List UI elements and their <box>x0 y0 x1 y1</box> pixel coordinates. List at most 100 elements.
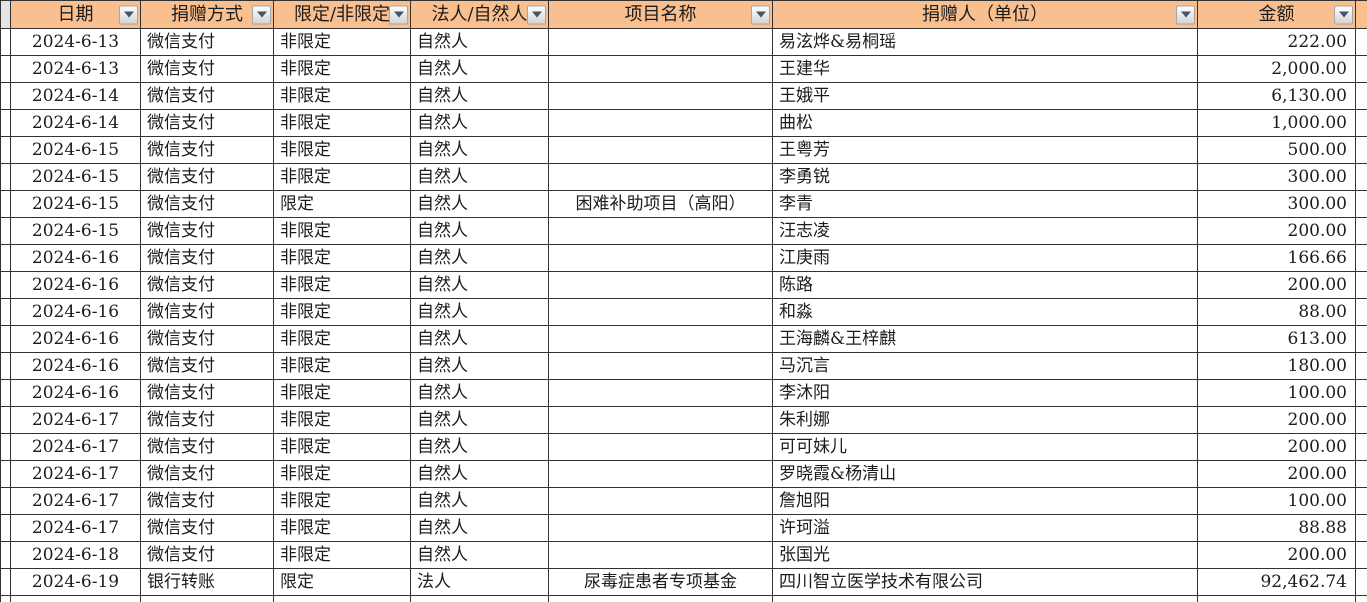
cell-scope[interactable]: 非限定 <box>273 406 411 434</box>
cell-method[interactable]: 微信支付 <box>140 298 274 326</box>
filter-dropdown-button[interactable] <box>751 5 770 24</box>
cell-donor[interactable] <box>772 595 1198 602</box>
cell-date[interactable]: 2024-6-17 <box>10 433 141 461</box>
cell-donor[interactable]: 马沉言 <box>772 352 1198 380</box>
cell-amount[interactable]: 200.00 <box>1197 271 1356 299</box>
cell-party[interactable]: 自然人 <box>410 136 549 164</box>
cell-right-sliver[interactable] <box>1355 406 1367 434</box>
cell-amount[interactable] <box>1197 595 1356 602</box>
cell-date[interactable]: 2024-6-16 <box>10 244 141 272</box>
cell-method[interactable]: 微信支付 <box>140 433 274 461</box>
cell-donor[interactable]: 张国光 <box>772 541 1198 569</box>
cell-date[interactable]: 2024-6-15 <box>10 163 141 191</box>
cell-scope[interactable]: 非限定 <box>273 82 411 110</box>
cell-party[interactable]: 自然人 <box>410 433 549 461</box>
cell-scope[interactable]: 非限定 <box>273 514 411 542</box>
cell-amount[interactable]: 200.00 <box>1197 460 1356 488</box>
cell-date[interactable]: 2024-6-17 <box>10 514 141 542</box>
cell-scope[interactable]: 非限定 <box>273 109 411 137</box>
cell-right-sliver[interactable] <box>1355 487 1367 515</box>
cell-amount[interactable]: 200.00 <box>1197 217 1356 245</box>
cell-party[interactable]: 自然人 <box>410 406 549 434</box>
cell-amount[interactable]: 300.00 <box>1197 163 1356 191</box>
cell-left-sliver[interactable] <box>0 487 11 515</box>
cell-scope[interactable]: 非限定 <box>273 244 411 272</box>
cell-method[interactable]: 微信支付 <box>140 55 274 83</box>
cell-donor[interactable]: 汪志凌 <box>772 217 1198 245</box>
cell-donor[interactable]: 可可妹儿 <box>772 433 1198 461</box>
cell-amount[interactable]: 88.88 <box>1197 514 1356 542</box>
cell-method[interactable]: 微信支付 <box>140 406 274 434</box>
cell-left-sliver[interactable] <box>0 568 11 596</box>
cell-scope[interactable]: 非限定 <box>273 325 411 353</box>
cell-right-sliver[interactable] <box>1355 541 1367 569</box>
cell-amount[interactable]: 180.00 <box>1197 352 1356 380</box>
cell-project[interactable] <box>548 379 773 407</box>
cell-left-sliver[interactable] <box>0 109 11 137</box>
cell-party[interactable]: 自然人 <box>410 190 549 218</box>
cell-date[interactable]: 2024-6-17 <box>10 406 141 434</box>
cell-project[interactable] <box>548 217 773 245</box>
filter-dropdown-button[interactable] <box>527 5 546 24</box>
cell-party[interactable]: 自然人 <box>410 55 549 83</box>
cell-date[interactable]: 2024-6-13 <box>10 55 141 83</box>
cell-right-sliver[interactable] <box>1355 460 1367 488</box>
cell-method[interactable]: 微信支付 <box>140 541 274 569</box>
cell-party[interactable]: 自然人 <box>410 217 549 245</box>
cell-project[interactable] <box>548 244 773 272</box>
cell-party[interactable]: 自然人 <box>410 109 549 137</box>
cell-scope[interactable]: 限定 <box>273 190 411 218</box>
cell-method[interactable]: 微信支付 <box>140 487 274 515</box>
cell-date[interactable]: 2024-6-15 <box>10 136 141 164</box>
cell-project[interactable]: 尿毒症患者专项基金 <box>548 568 773 596</box>
cell-amount[interactable]: 166.66 <box>1197 244 1356 272</box>
cell-left-sliver[interactable] <box>0 82 11 110</box>
cell-amount[interactable]: 92,462.74 <box>1197 568 1356 596</box>
cell-date[interactable]: 2024-6-15 <box>10 190 141 218</box>
cell-amount[interactable]: 200.00 <box>1197 541 1356 569</box>
cell-donor[interactable]: 李沐阳 <box>772 379 1198 407</box>
cell-left-sliver[interactable] <box>0 514 11 542</box>
cell-date[interactable]: 2024-6-15 <box>10 217 141 245</box>
cell-project[interactable] <box>548 136 773 164</box>
cell-method[interactable]: 微信支付 <box>140 136 274 164</box>
cell-amount[interactable]: 300.00 <box>1197 190 1356 218</box>
cell-scope[interactable]: 非限定 <box>273 136 411 164</box>
cell-method[interactable]: 微信支付 <box>140 244 274 272</box>
cell-party[interactable]: 自然人 <box>410 325 549 353</box>
cell-donor[interactable]: 许珂溢 <box>772 514 1198 542</box>
cell-left-sliver[interactable] <box>0 541 11 569</box>
cell-project[interactable] <box>548 352 773 380</box>
cell-donor[interactable]: 罗晓霞&杨清山 <box>772 460 1198 488</box>
cell-scope[interactable]: 非限定 <box>273 163 411 191</box>
cell-amount[interactable]: 1,000.00 <box>1197 109 1356 137</box>
cell-left-sliver[interactable] <box>0 406 11 434</box>
cell-right-sliver[interactable] <box>1355 298 1367 326</box>
cell-donor[interactable]: 詹旭阳 <box>772 487 1198 515</box>
cell-date[interactable]: 2024-6-13 <box>10 28 141 56</box>
cell-project[interactable] <box>548 298 773 326</box>
cell-right-sliver[interactable] <box>1355 217 1367 245</box>
cell-method[interactable]: 微信支付 <box>140 163 274 191</box>
cell-method[interactable]: 微信支付 <box>140 325 274 353</box>
cell-project[interactable] <box>548 541 773 569</box>
cell-right-sliver[interactable] <box>1355 136 1367 164</box>
cell-project[interactable] <box>548 55 773 83</box>
filter-dropdown-button[interactable] <box>1334 5 1353 24</box>
cell-scope[interactable]: 非限定 <box>273 55 411 83</box>
cell-party[interactable]: 自然人 <box>410 541 549 569</box>
cell-project[interactable] <box>548 487 773 515</box>
cell-donor[interactable]: 王粤芳 <box>772 136 1198 164</box>
cell-project[interactable] <box>548 406 773 434</box>
cell-amount[interactable]: 200.00 <box>1197 406 1356 434</box>
cell-left-sliver[interactable] <box>0 244 11 272</box>
cell-amount[interactable]: 2,000.00 <box>1197 55 1356 83</box>
cell-party[interactable]: 自然人 <box>410 163 549 191</box>
cell-scope[interactable]: 非限定 <box>273 298 411 326</box>
cell-left-sliver[interactable] <box>0 325 11 353</box>
cell-scope[interactable]: 非限定 <box>273 433 411 461</box>
cell-donor[interactable]: 易泫烨&易桐瑶 <box>772 28 1198 56</box>
cell-donor[interactable]: 王建华 <box>772 55 1198 83</box>
cell-method[interactable]: 微信支付 <box>140 82 274 110</box>
cell-right-sliver[interactable] <box>1355 595 1367 602</box>
